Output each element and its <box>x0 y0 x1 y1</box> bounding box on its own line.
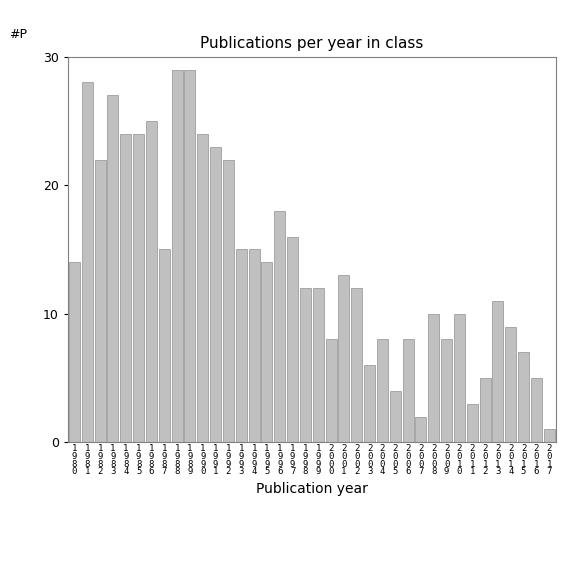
Bar <box>390 391 401 442</box>
Bar <box>249 249 260 442</box>
Bar <box>184 70 196 442</box>
Bar <box>133 134 144 442</box>
Bar <box>441 340 452 442</box>
Bar <box>300 288 311 442</box>
Bar <box>197 134 208 442</box>
Text: #P: #P <box>10 28 28 41</box>
Bar <box>287 236 298 442</box>
Bar <box>325 340 337 442</box>
Bar <box>146 121 157 442</box>
Bar <box>377 340 388 442</box>
Bar <box>352 288 362 442</box>
Bar <box>236 249 247 442</box>
X-axis label: Publication year: Publication year <box>256 482 368 496</box>
Bar <box>261 263 272 442</box>
Bar <box>531 378 542 442</box>
Bar <box>120 134 131 442</box>
Bar <box>82 82 93 442</box>
Bar <box>454 314 465 442</box>
Title: Publications per year in class: Publications per year in class <box>200 36 424 52</box>
Bar <box>428 314 439 442</box>
Bar <box>95 159 105 442</box>
Bar <box>467 404 478 442</box>
Bar <box>108 95 119 442</box>
Bar <box>493 301 503 442</box>
Bar <box>338 275 349 442</box>
Bar <box>274 211 285 442</box>
Bar <box>172 70 183 442</box>
Bar <box>518 352 529 442</box>
Bar <box>544 429 555 442</box>
Bar <box>505 327 516 442</box>
Bar <box>69 263 80 442</box>
Bar <box>403 340 413 442</box>
Bar <box>159 249 170 442</box>
Bar <box>364 365 375 442</box>
Bar <box>210 147 221 442</box>
Bar <box>223 159 234 442</box>
Bar <box>313 288 324 442</box>
Bar <box>480 378 490 442</box>
Bar <box>416 417 426 442</box>
